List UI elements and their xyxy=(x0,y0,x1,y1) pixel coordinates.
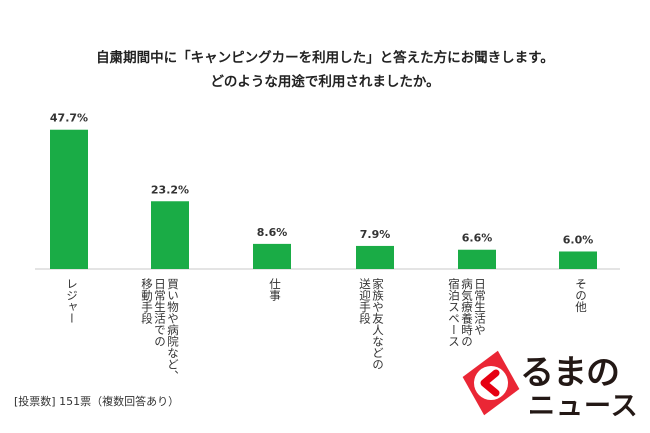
logo-mark-icon xyxy=(462,350,520,416)
kurumanonews-logo: るまの ニュース xyxy=(458,343,648,423)
category-label-2-line-2: 日常生活での xyxy=(153,278,167,347)
bar-6 xyxy=(559,251,597,269)
bar-5 xyxy=(458,249,496,269)
bar-4 xyxy=(356,245,394,269)
category-label-1-line-1: レジャー xyxy=(65,278,79,324)
chart-title: 自粛期間中に「キャンピングカーを利用した」と答えた方にお聞きします。 どのような… xyxy=(40,46,610,94)
value-label-4: 7.9% xyxy=(360,228,391,241)
category-label-2-line-3: 移動手段 xyxy=(140,278,154,325)
bar-2 xyxy=(151,201,189,269)
category-label-6-line-1: その他 xyxy=(574,278,588,313)
category-label-4-line-2: 送迎手段 xyxy=(358,277,372,325)
value-label-6: 6.0% xyxy=(563,233,594,246)
category-label-4-line-1: 家族や友人などの xyxy=(371,277,385,370)
category-label-5-line-2: 病気療養時の xyxy=(460,277,474,347)
logo-text-line-2: ニュース xyxy=(528,391,639,422)
category-label-5-line-3: 宿泊スペース xyxy=(447,277,461,347)
bar-1 xyxy=(50,129,88,269)
category-label-5-line-1: 日常生活や xyxy=(473,278,487,336)
chart-title-line-2: どのような用途で利用されましたか。 xyxy=(210,74,440,90)
value-label-1: 47.7% xyxy=(50,112,88,125)
value-label-3: 8.6% xyxy=(257,226,288,239)
chart-title-line-1: 自粛期間中に「キャンピングカーを利用した」と答えた方にお聞きします。 xyxy=(96,50,554,66)
bar-3 xyxy=(253,243,291,269)
logo-text-line-1: るまの xyxy=(520,353,620,393)
value-label-2: 23.2% xyxy=(151,183,189,196)
vote-count-note: [投票数] 151票（複数回答あり） xyxy=(14,395,180,408)
category-label-2-line-1: 買い物や病院など、 xyxy=(166,278,180,382)
category-label-3-line-1: 仕事 xyxy=(268,278,282,301)
value-label-5: 6.6% xyxy=(462,232,493,245)
